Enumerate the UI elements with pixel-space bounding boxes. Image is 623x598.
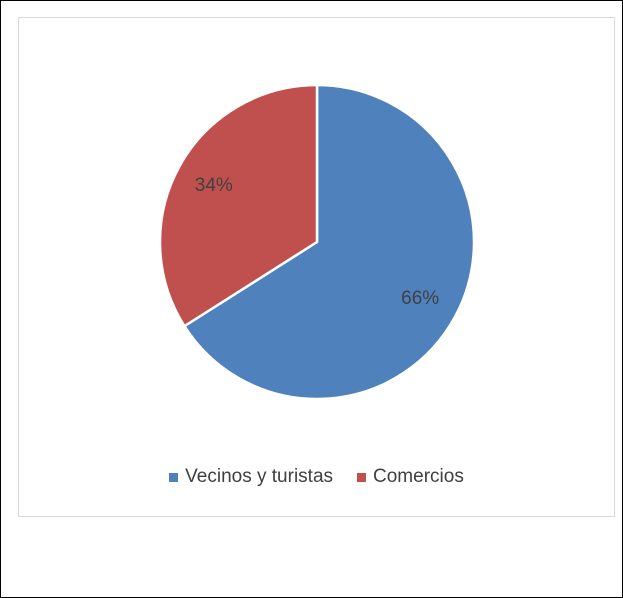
data-label-vecinos: 66% (401, 288, 439, 309)
slice-vecinos (183, 83, 476, 401)
data-label-comercios: 34% (195, 175, 233, 196)
pie-slices (158, 83, 476, 401)
chart-area: 66% 34% Vecinos y turistas Comercios (18, 17, 615, 517)
legend-item-vecinos: Vecinos y turistas (169, 466, 333, 488)
pie-data-labels: 66% 34% (195, 175, 440, 309)
legend-swatch-comercios (357, 472, 367, 482)
legend-swatch-vecinos (169, 472, 179, 482)
slice-comercios (158, 83, 319, 328)
legend-label-comercios: Comercios (373, 466, 464, 487)
legend-item-comercios: Comercios (357, 466, 464, 488)
pie-chart: 66% 34% (158, 83, 476, 401)
legend: Vecinos y turistas Comercios (19, 466, 614, 488)
legend-label-vecinos: Vecinos y turistas (185, 466, 334, 487)
